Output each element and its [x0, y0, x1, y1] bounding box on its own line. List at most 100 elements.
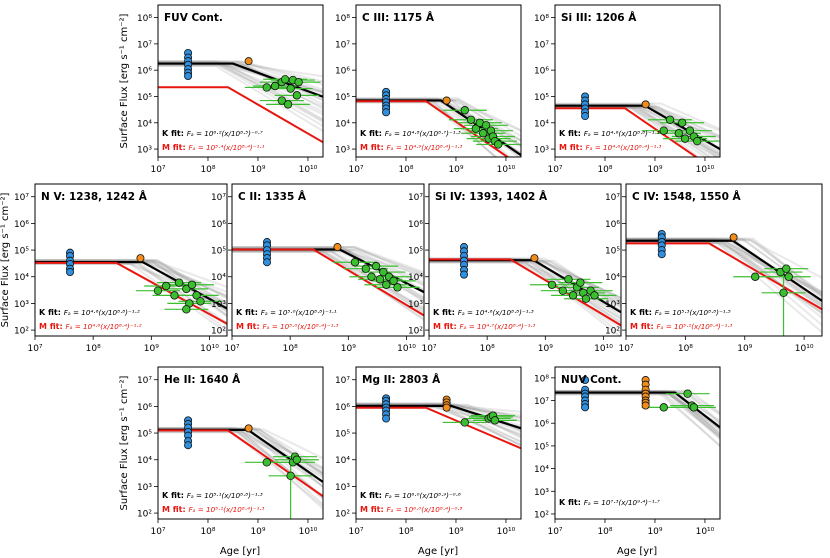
- data-point-green: [389, 276, 398, 286]
- y-tick-label: 10⁶: [534, 420, 549, 430]
- data-point-green: [379, 267, 388, 277]
- data-point-green: [280, 75, 290, 84]
- data-point-green: [286, 84, 295, 93]
- plot-area: [626, 230, 822, 336]
- x-tick-label: 10⁹: [250, 527, 265, 537]
- posterior-sample-line: [356, 402, 521, 440]
- panel-title: C III: 1175 Å: [362, 11, 435, 24]
- data-point-green: [494, 140, 503, 149]
- y-tick-label: 10⁷: [534, 40, 549, 50]
- m-fit-annotation: M fit: Fₐ = 10⁴·⁹(x/10⁸·⁴)⁻¹·³: [360, 143, 463, 152]
- posterior-sample-line: [626, 238, 822, 308]
- y-tick-label: 10⁷: [14, 193, 29, 203]
- x-tick-label: 10⁷: [150, 165, 165, 175]
- m-fit-annotation: M fit: Fₐ = 10⁵·⁰(x/10⁸·⁴)⁻¹·³: [236, 322, 339, 331]
- data-point-green: [784, 272, 793, 281]
- data-point-orange: [530, 254, 539, 263]
- y-tick-label: 10⁷: [408, 193, 423, 203]
- k-fit-annotation: K fit: Fₐ = 10⁷·³(x/10⁹·⁴)⁻¹·⁷: [559, 498, 660, 507]
- axes-frame: [554, 366, 721, 520]
- posterior-sample-line: [158, 60, 323, 83]
- panel-title: C II: 1335 Å: [238, 190, 307, 203]
- y-tick-label: 10⁵: [534, 442, 549, 452]
- m-fit-annotation: M fit: Fₐ = 10⁵·²(x/10⁸·⁴)⁻¹·³: [630, 322, 733, 331]
- x-tick-label: 10⁸: [597, 527, 612, 537]
- data-point-green: [751, 272, 760, 281]
- posterior-sample-line: [429, 261, 621, 315]
- y-tick-label: 10⁴: [335, 119, 350, 129]
- y-tick-label: 10⁸: [534, 374, 549, 384]
- chart-panel: 10⁷ 10⁸ 10⁹ 10¹⁰ 10² 10³ 10⁴ 10⁵ 10⁶ 10⁷ C II: 133…: [211, 183, 425, 354]
- m-fit-annotation: M fit: Fₐ = 10⁴·⁶(x/10⁸·⁴)⁻¹·²: [39, 322, 142, 331]
- k-fit-annotation: K fit: Fₐ = 10⁴·⁶(x/10⁸·⁸)⁻¹·³: [433, 308, 534, 317]
- panel-title: NUV Cont.: [561, 374, 622, 386]
- posterior-sample-line: [356, 403, 521, 419]
- posterior-sample-line: [429, 261, 621, 335]
- plot-area: [356, 394, 521, 450]
- x-axis-label: Age [yr]: [617, 546, 657, 557]
- posterior-sample-line: [232, 250, 424, 320]
- k-fit-annotation: K fit: Fₐ = 10⁴·⁶(x/10⁸·⁸)⁻¹·²: [39, 308, 140, 317]
- plot-area: [158, 416, 323, 519]
- x-tick-label: 10⁷: [27, 344, 42, 354]
- data-point-green: [466, 115, 476, 124]
- posterior-sample-line: [356, 98, 497, 157]
- data-point-orange: [729, 233, 738, 242]
- posterior-sample-line: [626, 237, 822, 310]
- y-tick-label: 10²: [408, 327, 423, 337]
- y-tick-label: 10⁶: [137, 403, 152, 413]
- posterior-sample-line: [232, 247, 424, 322]
- data-point-orange: [244, 424, 253, 433]
- data-point-green: [576, 278, 585, 287]
- data-point-green: [350, 258, 360, 267]
- y-tick-label: 10⁵: [335, 430, 350, 440]
- m-fit-annotation: M fit: Fₐ = 10⁵·¹(x/10⁸·⁴)⁻¹·³: [162, 505, 265, 514]
- x-tick-label: 10⁹: [538, 344, 553, 354]
- x-tick-label: 10⁸: [86, 344, 101, 354]
- m-fit-line: [626, 242, 822, 311]
- y-tick-label: 10³: [211, 300, 226, 310]
- axes-frame: [428, 183, 622, 337]
- posterior-sample-line: [232, 250, 424, 309]
- y-tick-label: 10³: [605, 300, 620, 310]
- y-tick-label: 10⁶: [408, 220, 423, 230]
- x-tick-label: 10⁸: [678, 344, 693, 354]
- m-fit-line: [232, 248, 424, 317]
- x-tick-label: 10⁷: [421, 344, 436, 354]
- data-point-green: [490, 416, 500, 425]
- posterior-sample-line: [158, 430, 323, 470]
- data-point-blue: [581, 403, 590, 412]
- data-point-orange: [136, 254, 145, 263]
- m-fit-annotation: M fit: Fₐ = 10⁵·⁴(x/10⁸·⁴)⁻¹·¹: [162, 143, 265, 152]
- posterior-sample-line: [555, 389, 720, 425]
- panel-title: N V: 1238, 1242 Å: [41, 190, 148, 203]
- data-point-green: [182, 284, 191, 294]
- x-tick-label: 10¹⁰: [200, 344, 219, 354]
- y-tick-label: 10⁶: [335, 403, 350, 413]
- y-tick-label: 10³: [534, 488, 549, 498]
- data-point-orange: [442, 96, 451, 105]
- y-tick-label: 10⁶: [14, 220, 29, 230]
- data-point-green: [680, 134, 690, 143]
- plot-area: [356, 87, 521, 157]
- y-tick-label: 10⁸: [534, 14, 549, 24]
- y-tick-label: 10⁶: [335, 67, 350, 77]
- data-point-green: [174, 278, 184, 287]
- m-fit-line: [35, 261, 227, 325]
- y-tick-label: 10⁴: [211, 273, 226, 283]
- y-tick-label: 10⁶: [534, 67, 549, 77]
- m-fit-line: [555, 107, 698, 157]
- x-tick-label: 10⁸: [283, 344, 298, 354]
- data-point-green: [568, 291, 578, 300]
- y-tick-label: 10⁵: [534, 93, 549, 103]
- axes-frame: [231, 183, 425, 337]
- posterior-sample-line: [626, 238, 822, 306]
- data-point-green: [471, 124, 481, 133]
- data-point-green: [375, 275, 385, 284]
- m-fit-line: [158, 429, 323, 498]
- y-tick-label: 10²: [605, 327, 620, 337]
- data-point-green: [283, 100, 293, 109]
- posterior-sample-line: [356, 403, 521, 417]
- posterior-sample-line: [555, 392, 720, 425]
- m-fit-annotation: M fit: Fₐ = 10⁴·⁷(x/10⁸·⁴)⁻¹·³: [433, 322, 536, 331]
